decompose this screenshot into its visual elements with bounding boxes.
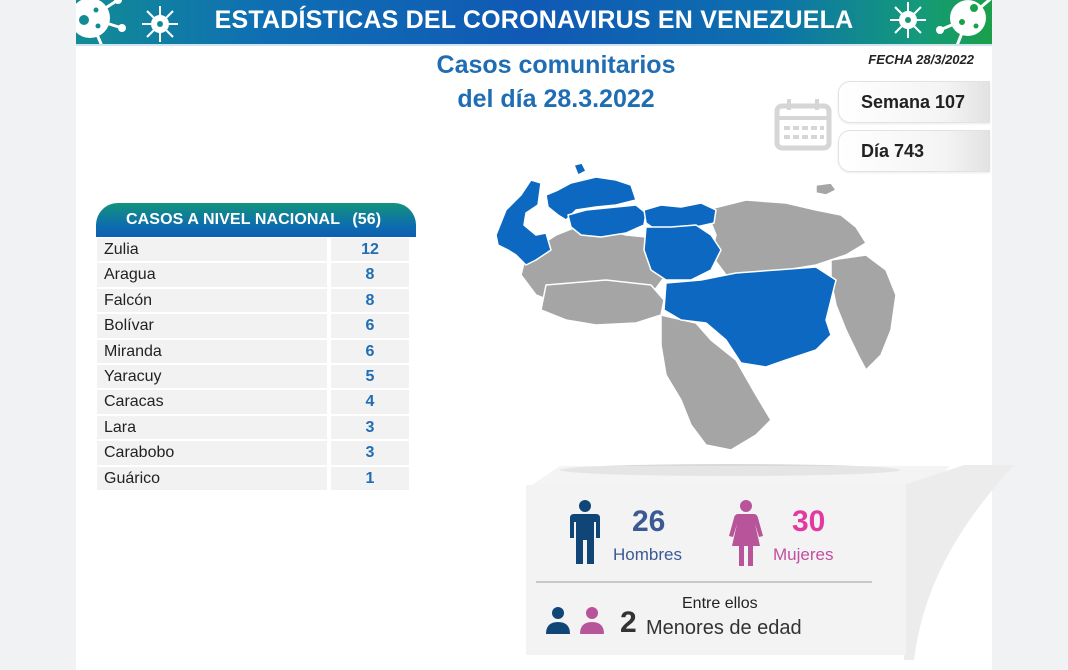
table-row: Caracas 4 xyxy=(96,389,416,415)
date-label: FECHA 28/3/2022 xyxy=(868,52,974,67)
map-region-lara-yaracuy xyxy=(567,204,647,238)
page-subtitle: Casos comunitarios del día 28.3.2022 xyxy=(406,48,706,116)
subtitle-line-2: del día 28.3.2022 xyxy=(457,85,655,113)
virus-icon xyxy=(76,0,126,44)
table-row: Zulia 12 xyxy=(96,237,416,263)
men-count: 26 xyxy=(632,505,666,538)
map-region-nueva-esparta xyxy=(573,162,587,176)
table-row: Bolívar 6 xyxy=(96,313,416,339)
banner-title: ESTADÍSTICAS DEL CORONAVIRUS EN VENEZUEL… xyxy=(214,6,854,34)
state-cases: 8 xyxy=(330,262,410,288)
women-label: Mujeres xyxy=(773,545,834,564)
male-icon xyxy=(570,500,600,564)
men-label: Hombres xyxy=(613,545,682,564)
state-cases: 3 xyxy=(330,440,410,466)
state-name: Carabobo xyxy=(96,440,328,466)
table-row: Miranda 6 xyxy=(96,338,416,364)
state-name: Falcón xyxy=(96,287,328,314)
state-cases: 3 xyxy=(330,414,410,441)
state-cases: 1 xyxy=(330,465,410,491)
map-region-delta xyxy=(830,254,897,371)
table-row: Guárico 1 xyxy=(96,465,416,491)
table-header: CASOS A NIVEL NACIONAL (56) xyxy=(96,203,416,237)
minors-label: Menores de edad xyxy=(646,617,802,639)
state-name: Bolívar xyxy=(96,313,328,339)
person-icon-female xyxy=(580,607,604,634)
table-row: Lara 3 xyxy=(96,414,416,441)
minors-count: 2 xyxy=(620,606,637,639)
state-cases: 6 xyxy=(330,338,410,364)
map-region-amazonas xyxy=(660,314,772,451)
virus-icon xyxy=(936,0,992,44)
state-name: Yaracuy xyxy=(96,363,328,390)
women-count: 30 xyxy=(792,505,826,538)
person-icon-male xyxy=(546,607,570,634)
state-name: Zulia xyxy=(96,237,328,263)
state-cases: 4 xyxy=(330,389,410,415)
among-them-label: Entre ellos xyxy=(682,595,758,612)
calendar-icon xyxy=(774,99,832,151)
state-name: Miranda xyxy=(96,338,328,364)
panel-shadow xyxy=(530,464,950,486)
map-region-zulia xyxy=(495,179,552,266)
state-cases: 8 xyxy=(330,287,410,314)
map-region-guarico xyxy=(643,224,722,281)
national-cases-table: CASOS A NIVEL NACIONAL (56) Zulia 12 Arag… xyxy=(96,203,416,491)
venezuela-map xyxy=(495,162,897,451)
table-total: (56) xyxy=(352,211,382,228)
table-row: Aragua 8 xyxy=(96,262,416,288)
week-badge: Semana 107 xyxy=(838,81,990,123)
table-row: Carabobo 3 xyxy=(96,440,416,466)
panel-curl xyxy=(904,465,1014,660)
table-row: Yaracuy 5 xyxy=(96,363,416,390)
map-region-falcon xyxy=(545,176,637,221)
state-name: Guárico xyxy=(96,465,328,491)
state-name: Lara xyxy=(96,414,328,441)
state-cases: 12 xyxy=(330,237,410,263)
map-region-apure xyxy=(540,279,665,326)
day-badge: Día 743 xyxy=(838,130,990,172)
state-cases: 6 xyxy=(330,313,410,339)
female-icon xyxy=(729,500,763,566)
map-region-bolivar xyxy=(663,266,837,368)
table-title: CASOS A NIVEL NACIONAL xyxy=(126,211,340,228)
state-cases: 5 xyxy=(330,363,410,390)
state-name: Caracas xyxy=(96,389,328,415)
state-name: Aragua xyxy=(96,262,328,288)
header-banner: ESTADÍSTICAS DEL CORONAVIRUS EN VENEZUEL… xyxy=(76,0,992,46)
table-row: Falcón 8 xyxy=(96,287,416,314)
infographic-card: ESTADÍSTICAS DEL CORONAVIRUS EN VENEZUEL… xyxy=(76,0,1014,670)
virus-icon xyxy=(142,6,178,42)
subtitle-line-1: Casos comunitarios xyxy=(436,51,676,79)
map-region-trinidad xyxy=(815,182,837,196)
panel-divider xyxy=(536,581,872,583)
virus-icon xyxy=(890,2,926,38)
